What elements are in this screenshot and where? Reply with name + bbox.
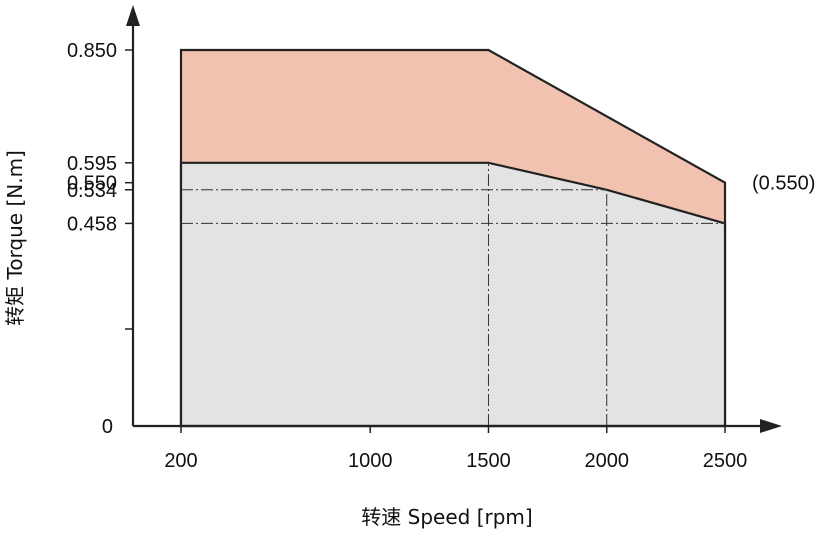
- y-tick-label: 0.595: [67, 153, 117, 175]
- y-tick-label: 0.534: [67, 180, 117, 202]
- x-axis-arrow: [760, 419, 782, 433]
- x-tick-label: 200: [164, 450, 197, 472]
- x-tick-label: 1000: [348, 450, 393, 472]
- x-tick-label: 2500: [703, 450, 748, 472]
- y-tick-label: 0.850: [67, 40, 117, 62]
- y-tick-label: 0.550: [67, 173, 117, 195]
- annotation-label: (0.550): [752, 173, 815, 195]
- y-axis-arrow: [126, 5, 140, 26]
- x-tick-label: 1500: [466, 450, 511, 472]
- x-axis-title: 转速 Speed [rpm]: [361, 505, 532, 529]
- y-tick-label: 0: [102, 416, 113, 438]
- x-tick-label: 2000: [584, 450, 629, 472]
- area-series-2: [179, 161, 727, 428]
- y-axis-title: 转矩 Torque [N.m]: [3, 150, 27, 326]
- y-tick-label: 0.458: [67, 213, 117, 235]
